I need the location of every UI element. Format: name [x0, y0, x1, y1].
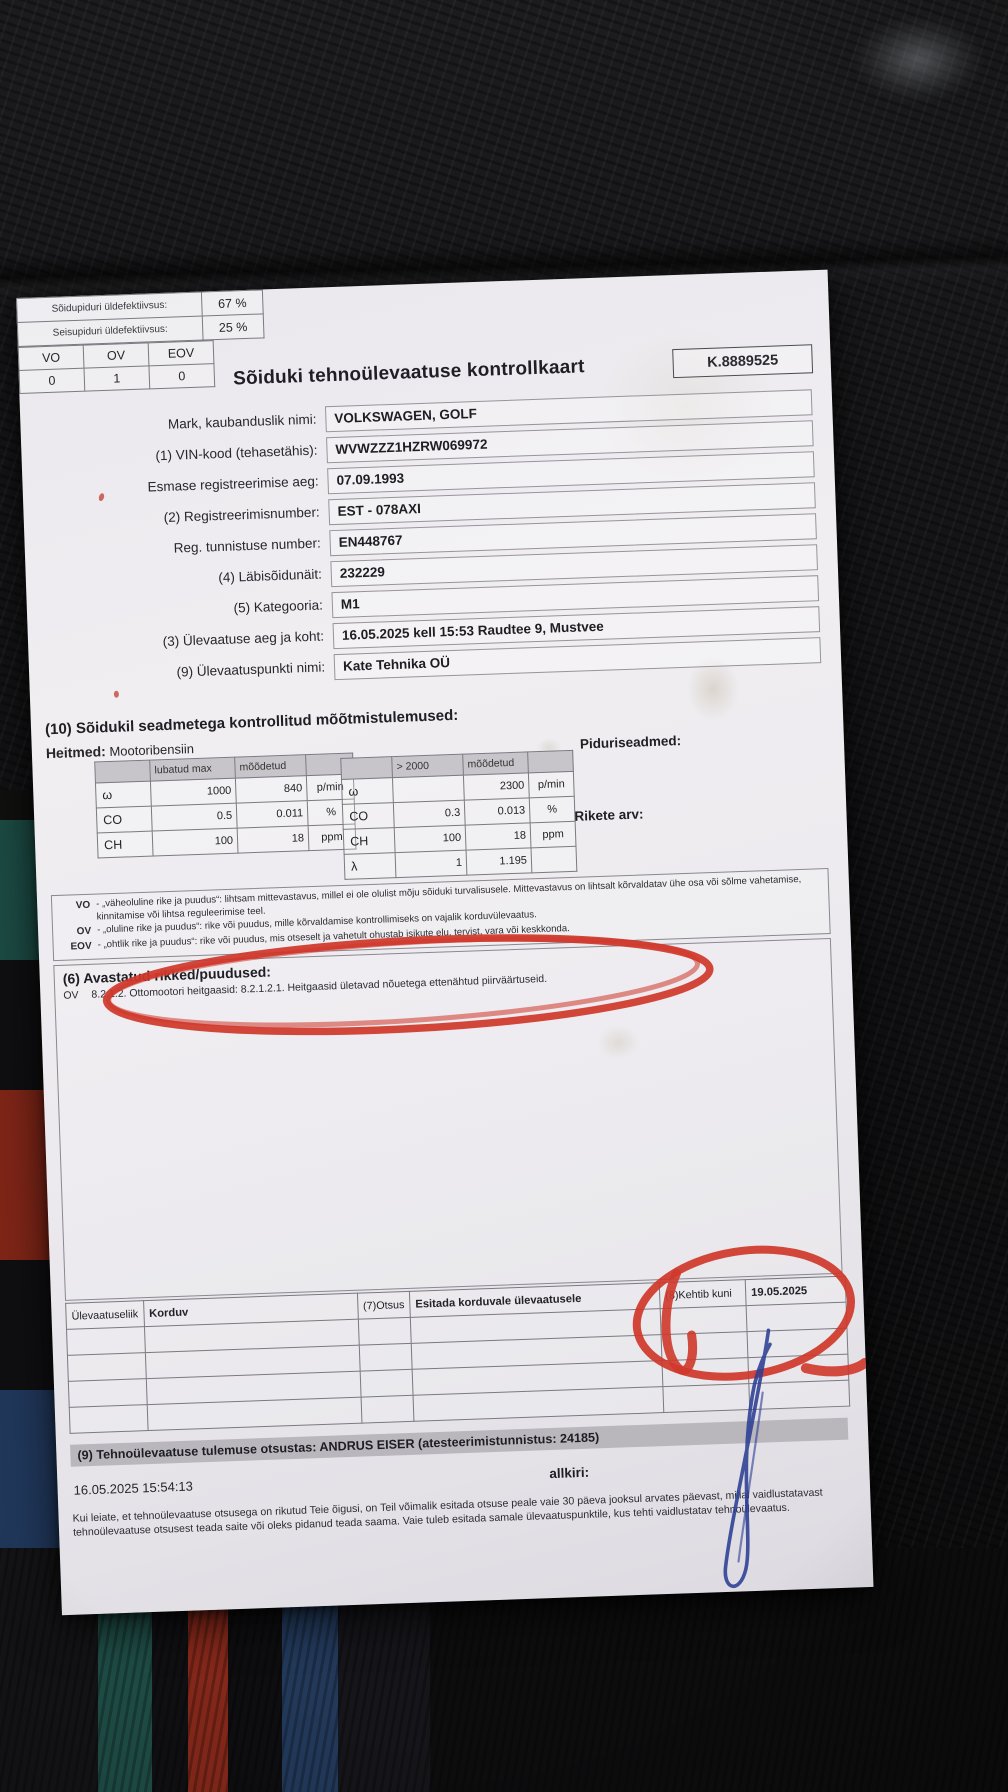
- emis2-cell: 1: [395, 850, 467, 878]
- field-label: Esmase registreerimise aeg:: [147, 473, 319, 495]
- emis2-header-cell: > 2000: [391, 754, 464, 778]
- field-label: (2) Registreerimisnumber:: [163, 504, 320, 525]
- result-empty-cell: [66, 1326, 146, 1356]
- emissions-table-idle: lubatud max mõõdetud ω 1000 840 p/min CO…: [94, 753, 356, 859]
- field-label: (4) Läbisõidunäit:: [218, 566, 323, 586]
- result-empty-cell: [747, 1328, 848, 1358]
- emis1-header-cell: mõõdetud: [234, 754, 307, 779]
- field-label: (5) Kategooria:: [233, 597, 324, 616]
- emis2-cell: 0.013: [464, 797, 531, 826]
- result-empty-cell: [746, 1302, 847, 1332]
- emis2-cell: 1.195: [466, 847, 532, 876]
- emis1-cell: ω: [95, 781, 152, 809]
- result-header-cell: (8)Kehtib kuni: [659, 1279, 747, 1309]
- inspection-result-table: Ülevaatuseliik Korduv (7)Otsus Esitada k…: [65, 1276, 850, 1434]
- emis1-cell: 840: [235, 775, 308, 804]
- emis1-header-cell: [94, 760, 151, 784]
- emis1-cell: CH: [97, 831, 154, 858]
- result-header-cell: Ülevaatuseliik: [65, 1300, 145, 1330]
- fault-header-cell: VO: [18, 345, 84, 371]
- emis2-cell: %: [529, 796, 576, 823]
- heitmed-value: Mootoribensiin: [109, 741, 195, 760]
- brakes-value: 67 %: [201, 289, 264, 317]
- result-empty-cell: [662, 1357, 749, 1387]
- vehicle-fields: Mark, kaubanduslik nimi: VOLKSWAGEN, GOL…: [48, 388, 822, 693]
- result-empty-cell: [67, 1352, 146, 1382]
- definition-code: OV: [76, 926, 92, 938]
- brakes-heading: Piduriseadmed:: [579, 733, 682, 752]
- definition-code: EOV: [70, 940, 92, 952]
- emis2-cell: λ: [344, 852, 396, 880]
- result-header-cell: (7)Otsus: [357, 1291, 411, 1320]
- field-label: (3) Ülevaatuse aeg ja koht:: [162, 628, 325, 650]
- emissions-table-highrpm: > 2000 mõõdetud ω 2300 p/min CO 0.3 0.01…: [340, 750, 577, 880]
- emis2-cell: p/min: [528, 771, 575, 798]
- emis2-cell: 18: [465, 822, 532, 851]
- detected-faults-box: (6) Avastatud rikked/puudused: OV 8.2.1.…: [53, 937, 843, 1301]
- emis2-header-cell: [527, 750, 574, 773]
- legal-notice: Kui leiate, et tehnoülevaatuse otsusega …: [72, 1486, 823, 1539]
- blue-signature-stroke2: [737, 1391, 764, 1563]
- field-label: (9) Ülevaatuspunkti nimi:: [176, 659, 326, 680]
- field-label: (1) VIN-kood (tehasetähis):: [155, 442, 318, 464]
- fault-count-heading: Rikete arv:: [574, 806, 644, 824]
- brakes-value: 25 %: [202, 313, 265, 340]
- fault-header-cell: EOV: [148, 340, 214, 366]
- emis2-cell: ppm: [530, 821, 576, 848]
- emis1-header-cell: lubatud max: [149, 757, 236, 782]
- result-empty-cell: [662, 1383, 750, 1413]
- emis2-cell: CH: [343, 827, 396, 855]
- result-empty-cell: [358, 1343, 413, 1372]
- emis2-cell: [531, 846, 577, 873]
- emis1-cell: CO: [96, 806, 153, 833]
- emis1-cell: 100: [152, 828, 239, 857]
- field-label: Reg. tunnistuse number:: [173, 535, 321, 556]
- result-empty-cell: [68, 1378, 147, 1408]
- result-empty-cell: [359, 1369, 414, 1398]
- result-empty-cell: [747, 1354, 849, 1384]
- emis1-cell: 18: [237, 825, 309, 854]
- print-timestamp: 16.05.2025 15:54:13: [73, 1478, 194, 1498]
- emis2-header-cell: mõõdetud: [462, 751, 529, 776]
- emis1-cell: 0.011: [236, 800, 309, 829]
- result-empty-cell: [360, 1395, 414, 1424]
- brakes-table: Sõidupiduri üldefektiivsus: 67 % Seisupi…: [16, 289, 265, 347]
- section10-heading: (10) Sõidukil seadmetega kontrollitud mõ…: [44, 706, 459, 739]
- result-empty-cell: [357, 1317, 412, 1346]
- fault-header-cell: OV: [83, 342, 149, 369]
- card-number-box: K.8889525: [672, 344, 814, 379]
- emis2-header-cell: [340, 756, 393, 780]
- result-empty-cell: [661, 1331, 748, 1361]
- emis1-cell: 1000: [150, 778, 237, 807]
- emis2-cell: 2300: [463, 772, 530, 801]
- emis2-cell: [392, 775, 465, 803]
- document-paper: Sõiduki tehnoülevaatuse kontrollkaart K.…: [16, 269, 874, 1616]
- valid-until-date: 19.05.2025: [745, 1276, 847, 1306]
- emis2-cell: CO: [342, 802, 395, 830]
- result-empty-cell: [748, 1380, 850, 1410]
- emis2-cell: ω: [341, 777, 394, 805]
- definition-code: VO: [75, 899, 91, 912]
- field-label: Mark, kaubanduslik nimi:: [167, 411, 317, 432]
- emis2-cell: 0.3: [393, 800, 466, 828]
- detected-fault-code: OV: [63, 989, 79, 1002]
- signature-label: allkiri:: [549, 1464, 590, 1482]
- emis1-cell: 0.5: [151, 803, 238, 832]
- heitmed-label: Heitmed:: [45, 743, 107, 762]
- emis2-cell: 100: [394, 825, 467, 853]
- result-empty-cell: [660, 1305, 748, 1335]
- result-empty-cell: [69, 1404, 148, 1434]
